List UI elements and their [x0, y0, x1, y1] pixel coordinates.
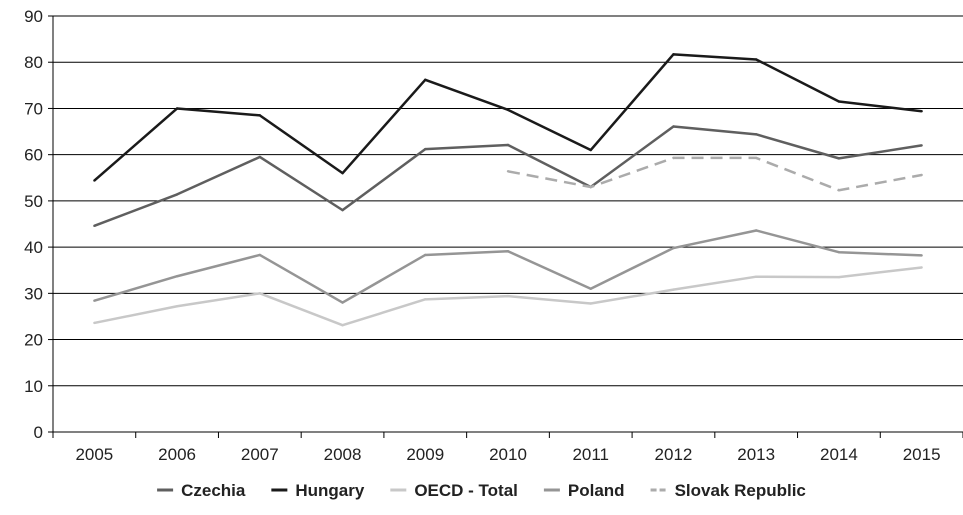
legend: Czechia Hungary OECD - Total Poland Slovak R… [157, 481, 806, 500]
data-point [424, 147, 427, 151]
y-tick-label: 50 [24, 192, 43, 211]
x-tick-label: 2015 [903, 445, 941, 464]
data-point [920, 266, 923, 269]
data-point [837, 189, 841, 192]
grid-layer [53, 15, 963, 433]
data-point [754, 229, 758, 232]
data-point [837, 157, 841, 160]
data-point [837, 100, 841, 103]
data-point [341, 301, 344, 304]
data-point [258, 114, 262, 117]
data-point [341, 208, 344, 212]
data-point [920, 110, 923, 113]
data-point [920, 173, 923, 177]
x-tick-label: 2008 [324, 445, 362, 464]
data-point [754, 156, 758, 160]
y-tick-label: 80 [24, 53, 43, 72]
y-tick-label: 60 [24, 146, 43, 165]
data-point [258, 292, 262, 295]
data-point [506, 170, 510, 173]
data-point [175, 107, 179, 110]
series-layer [93, 53, 923, 327]
data-point [93, 224, 96, 228]
x-tick-label: 2012 [655, 445, 693, 464]
series-line-slovak-republic [507, 156, 922, 192]
data-point [93, 179, 96, 182]
data-point [589, 185, 592, 189]
x-tick-label: 2009 [406, 445, 444, 464]
data-point [754, 133, 758, 136]
axis-layer: 0 10 20 30 40 50 60 70 80 90 2005 2006 2007 2008 2009 2… [24, 7, 963, 464]
y-tick-label: 20 [24, 331, 43, 350]
data-point [754, 58, 758, 61]
data-point [341, 324, 344, 327]
y-tick-label: 90 [24, 7, 43, 26]
data-point [589, 302, 592, 305]
y-tick-label: 30 [24, 284, 43, 303]
legend-label: OECD - Total [414, 481, 518, 500]
data-point [258, 253, 262, 257]
data-point [920, 144, 923, 147]
y-tick-label: 10 [24, 377, 43, 396]
x-tick-label: 2013 [737, 445, 775, 464]
legend-label: Czechia [181, 481, 246, 500]
data-point [672, 288, 675, 291]
y-tick-label: 0 [34, 423, 43, 442]
legend-item: Czechia [157, 481, 246, 500]
y-tick-label: 40 [24, 238, 43, 257]
legend-item: OECD - Total [390, 481, 518, 500]
data-point [424, 253, 427, 257]
data-point [175, 275, 179, 278]
x-tick-label: 2006 [158, 445, 196, 464]
data-point [341, 171, 344, 175]
data-point [920, 254, 923, 257]
data-point [506, 294, 510, 298]
data-point [506, 250, 510, 253]
data-point [589, 148, 592, 152]
x-tick-label: 2011 [572, 445, 609, 464]
legend-item: Slovak Republic [650, 481, 806, 500]
data-point [672, 53, 675, 56]
data-point [424, 78, 427, 81]
data-point [93, 299, 96, 302]
data-point [672, 125, 675, 128]
x-tick-label: 2007 [241, 445, 279, 464]
series-line-czechia [93, 125, 922, 228]
data-point [258, 155, 262, 159]
data-point [754, 275, 758, 278]
data-point [93, 321, 96, 325]
legend-item: Poland [543, 481, 625, 500]
legend-label: Hungary [295, 481, 365, 500]
y-tick-label: 70 [24, 99, 43, 118]
x-tick-label: 2005 [75, 445, 113, 464]
data-point [589, 287, 592, 290]
legend-label: Poland [568, 481, 625, 500]
series-line-hungary [93, 53, 922, 182]
data-point [175, 193, 179, 196]
data-point [837, 250, 841, 254]
data-point [672, 246, 675, 250]
legend-label: Slovak Republic [675, 481, 806, 500]
x-tick-label: 2014 [820, 445, 858, 464]
data-point [424, 298, 427, 301]
x-tick-label: 2010 [489, 445, 527, 464]
data-point [506, 143, 510, 147]
data-point [837, 275, 841, 279]
legend-item: Hungary [271, 481, 365, 500]
series-line-poland [94, 229, 922, 304]
data-point [175, 305, 179, 308]
data-point [672, 156, 675, 160]
data-point [506, 108, 510, 112]
